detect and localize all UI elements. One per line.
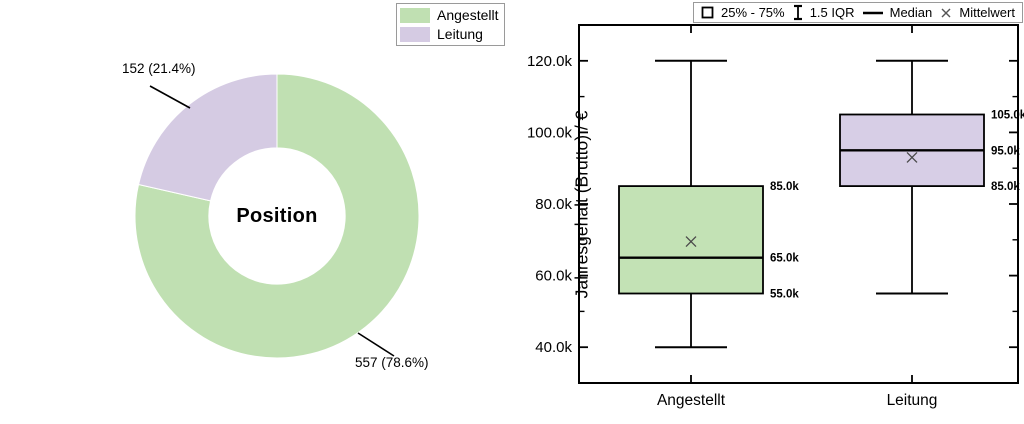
iqr-box-leitung <box>839 113 985 187</box>
legend-label-iqr-range: 1.5 IQR <box>809 5 855 20</box>
mean-marker-leitung <box>906 152 918 163</box>
box-plot-legend: 25% - 75% 1.5 IQR Median Mittelwert <box>693 2 1023 23</box>
legend-label-mean: Mittelwert <box>959 5 1015 20</box>
quartile-annotation-leitung: 85.0k <box>991 181 1020 193</box>
x-mark-icon <box>941 8 951 17</box>
legend-item-mean: Mittelwert <box>940 5 1015 20</box>
y-tick-label: 40.0k <box>535 339 572 356</box>
open-square-icon <box>701 6 714 19</box>
x-category-label-angestellt: Angestellt <box>657 392 726 409</box>
y-axis-title: Jahresgehalt (Brutto) / € <box>571 110 592 299</box>
slice-label-angestellt: 557 (78.6%) <box>355 355 429 370</box>
legend-label-iqr: 25% - 75% <box>721 5 785 20</box>
slice-label-leitung: 152 (21.4%) <box>122 61 196 76</box>
y-tick-label: 100.0k <box>527 124 573 141</box>
legend-swatch-angestellt <box>400 7 430 23</box>
legend-item-iqr-box: 25% - 75% <box>701 5 785 20</box>
legend-label-median: Median <box>889 5 933 20</box>
legend-item-whisker: 1.5 IQR <box>793 4 855 21</box>
leader-line-angestellt <box>357 332 395 357</box>
y-tick-label: 80.0k <box>535 196 572 213</box>
quartile-annotation-angestellt: 85.0k <box>770 181 799 193</box>
mean-marker-angestellt <box>685 236 697 248</box>
median-line-icon <box>862 11 883 14</box>
donut-center-title: Position <box>236 205 318 227</box>
y-tick-label: 120.0k <box>527 53 573 70</box>
iqr-box-angestellt <box>618 185 764 295</box>
whisker-icon <box>793 4 802 21</box>
pie-legend-item-angestellt: Angestellt <box>400 6 498 24</box>
legend-item-median: Median <box>862 5 933 20</box>
legend-label-leitung: Leitung <box>437 26 483 42</box>
leader-line-leitung <box>149 85 191 109</box>
y-tick-label: 60.0k <box>535 268 572 285</box>
pie-legend-item-leitung: Leitung <box>400 25 498 43</box>
donut-slice-leitung <box>137 73 278 202</box>
mean-marker-angestellt <box>685 236 697 248</box>
quartile-annotation-angestellt: 55.0k <box>770 289 799 301</box>
legend-label-angestellt: Angestellt <box>437 7 499 23</box>
x-category-label-leitung: Leitung <box>887 392 938 409</box>
quartile-annotation-angestellt: 65.0k <box>770 253 799 265</box>
legend-swatch-leitung <box>400 26 430 42</box>
pie-legend: Angestellt Leitung <box>396 3 506 46</box>
quartile-annotation-leitung: 95.0k <box>991 145 1020 157</box>
plot-frame <box>578 24 1019 384</box>
mean-marker-leitung <box>906 152 918 163</box>
quartile-annotation-leitung: 105.0k <box>991 110 1024 122</box>
